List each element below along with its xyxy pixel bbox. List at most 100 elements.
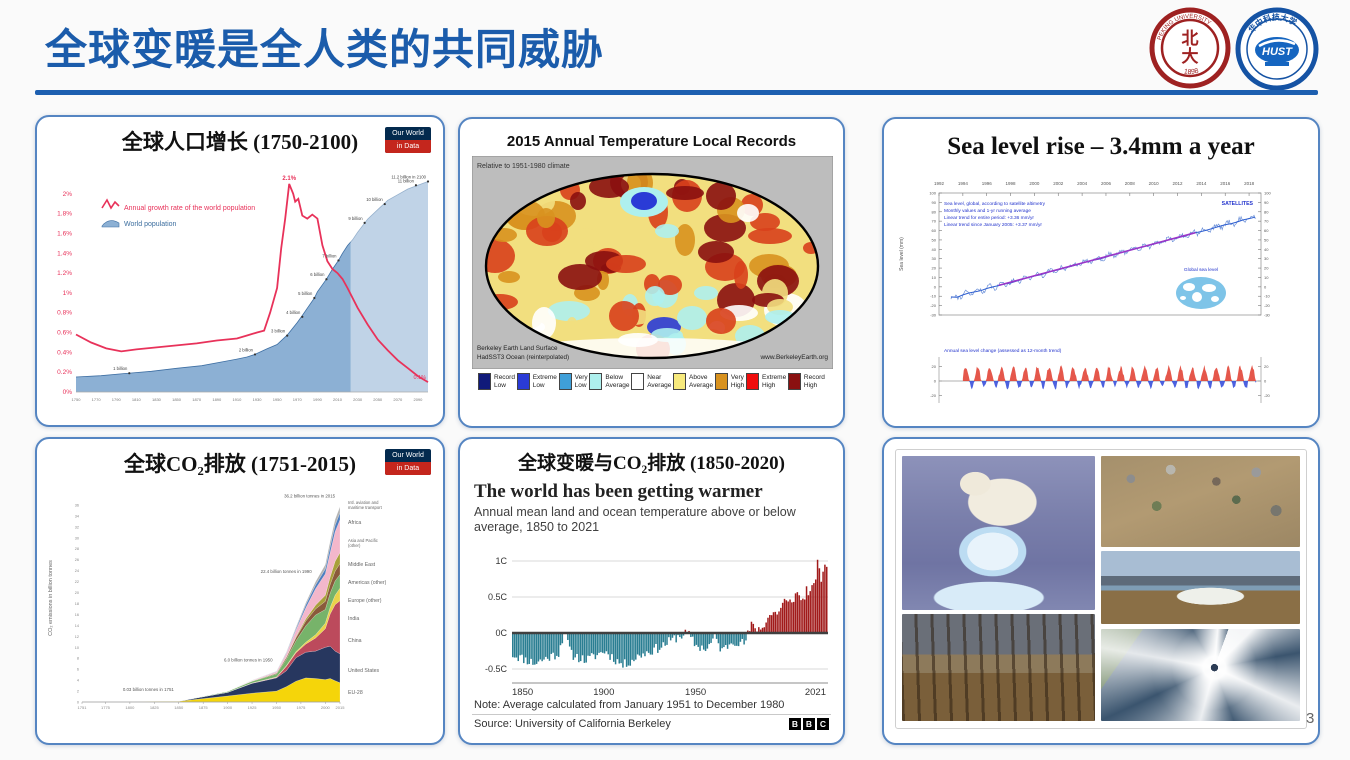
svg-text:0.1%: 0.1% — [413, 375, 426, 381]
svg-text:2015: 2015 — [336, 705, 346, 710]
svg-text:30: 30 — [1264, 256, 1269, 261]
polar-bear-photo — [902, 455, 1095, 610]
svg-text:20: 20 — [1264, 266, 1269, 271]
svg-text:0.2%: 0.2% — [57, 369, 72, 376]
svg-text:2002: 2002 — [1053, 181, 1064, 186]
svg-text:1890: 1890 — [212, 397, 222, 402]
legend-label: Record High — [803, 374, 825, 389]
svg-text:EU-28: EU-28 — [348, 690, 363, 696]
temperature-records-card: 2015 Annual Temperature Local Records Re… — [458, 117, 845, 428]
svg-text:0: 0 — [77, 701, 79, 705]
owid-line2: in Data — [385, 462, 431, 475]
svg-text:2010: 2010 — [1149, 181, 1160, 186]
svg-text:www.BerkeleyEarth.org: www.BerkeleyEarth.org — [759, 354, 828, 361]
legend-swatch — [478, 373, 491, 390]
svg-text:HUST: HUST — [1262, 46, 1293, 58]
svg-text:-10: -10 — [1264, 294, 1271, 299]
svg-text:1875: 1875 — [199, 705, 209, 710]
svg-text:北: 北 — [1182, 29, 1199, 48]
svg-text:2018: 2018 — [1244, 181, 1255, 186]
svg-text:1992: 1992 — [934, 181, 945, 186]
climate-impacts-card — [882, 437, 1320, 745]
legend-swatch — [589, 373, 603, 390]
svg-text:6 billion: 6 billion — [310, 272, 325, 277]
svg-text:26: 26 — [75, 558, 79, 562]
svg-text:70: 70 — [932, 219, 937, 224]
svg-text:18: 18 — [75, 602, 79, 606]
svg-text:4 billion: 4 billion — [286, 310, 301, 315]
svg-text:2008: 2008 — [1125, 181, 1136, 186]
svg-text:2010: 2010 — [333, 397, 343, 402]
peking-university-logo: PEKING UNIVERSITY 1898 北 大 — [1148, 6, 1232, 95]
svg-text:1970: 1970 — [293, 397, 303, 402]
legend-swatch — [516, 373, 530, 390]
legend-label: Extreme High — [761, 374, 787, 389]
legend-label: Very Low — [574, 374, 588, 389]
svg-text:0.6%: 0.6% — [57, 330, 72, 337]
svg-text:1994: 1994 — [958, 181, 969, 186]
legend-swatch — [714, 373, 728, 390]
svg-text:20: 20 — [932, 364, 937, 369]
svg-text:1850: 1850 — [512, 687, 533, 697]
warming-heading: The world has been getting warmer — [474, 481, 763, 502]
svg-text:-30: -30 — [1264, 313, 1271, 318]
svg-text:1751: 1751 — [78, 705, 88, 710]
svg-text:6: 6 — [77, 668, 79, 672]
svg-text:Berkeley Earth Land Surface: Berkeley Earth Land Surface — [477, 345, 558, 352]
svg-text:1830: 1830 — [152, 397, 162, 402]
svg-text:1950: 1950 — [273, 397, 283, 402]
legend-label: Very High — [730, 374, 745, 389]
svg-text:Annual growth rate of the worl: Annual growth rate of the world populati… — [124, 205, 255, 212]
svg-text:-20: -20 — [1264, 393, 1271, 398]
legend-label: Above Average — [689, 374, 714, 389]
svg-text:100: 100 — [1264, 191, 1271, 196]
svg-text:1750: 1750 — [72, 397, 82, 402]
svg-text:20: 20 — [75, 591, 79, 595]
svg-text:2 billion: 2 billion — [239, 347, 254, 352]
svg-text:11.2 billion in 2100: 11.2 billion in 2100 — [391, 175, 426, 180]
svg-text:14: 14 — [75, 624, 79, 628]
map-legend-item: Record Low — [478, 373, 515, 390]
svg-text:12: 12 — [75, 635, 79, 639]
svg-text:-20: -20 — [930, 393, 937, 398]
owid-logo: Our World in Data — [385, 449, 431, 475]
svg-text:1990: 1990 — [313, 397, 323, 402]
map-legend: Record Low Extreme Low Very Low Below Average Ne… — [472, 369, 831, 390]
svg-text:SATELLITES: SATELLITES — [1222, 201, 1254, 207]
svg-text:0C: 0C — [495, 628, 507, 638]
svg-text:100: 100 — [929, 191, 936, 196]
svg-text:36: 36 — [75, 503, 79, 507]
svg-text:Monthly values and 1-yr runnin: Monthly values and 1-yr running average — [944, 208, 1031, 214]
title-divider — [35, 90, 1318, 95]
svg-text:60: 60 — [1264, 228, 1269, 233]
svg-text:Asia and Pacific: Asia and Pacific — [348, 538, 378, 543]
svg-text:1910: 1910 — [232, 397, 242, 402]
svg-text:90: 90 — [1264, 200, 1269, 205]
svg-text:Intl. aviation and: Intl. aviation and — [348, 500, 379, 505]
tundra-melt-photo — [1101, 551, 1300, 624]
warming-chart: 1C 0.5C 0C -0.5C 1850 1900 1950 2021 — [460, 537, 843, 697]
svg-text:10 billion: 10 billion — [366, 197, 383, 202]
svg-text:2%: 2% — [63, 191, 73, 198]
svg-text:1950: 1950 — [272, 705, 282, 710]
svg-text:0%: 0% — [63, 389, 73, 396]
svg-text:0.4%: 0.4% — [57, 349, 72, 356]
svg-text:16: 16 — [75, 613, 79, 617]
svg-text:10: 10 — [1264, 275, 1269, 280]
svg-text:2000: 2000 — [1029, 181, 1040, 186]
svg-text:2070: 2070 — [393, 397, 403, 402]
legend-label: Near Average — [647, 374, 672, 389]
legend-label: Record Low — [494, 374, 515, 389]
svg-text:Sea level (mm): Sea level (mm) — [899, 237, 905, 271]
svg-text:2000: 2000 — [321, 705, 331, 710]
population-chart-title: 全球人口增长 (1750-2100) — [121, 130, 359, 154]
svg-text:United States: United States — [348, 668, 380, 674]
svg-text:90: 90 — [932, 200, 937, 205]
warming-subtitle: Annual mean land and ocean temperature a… — [474, 505, 796, 534]
svg-text:3 billion: 3 billion — [271, 329, 286, 334]
svg-text:2030: 2030 — [353, 397, 363, 402]
svg-text:80: 80 — [932, 209, 937, 214]
svg-text:1950: 1950 — [685, 687, 706, 697]
map-legend-item: Above Average — [673, 373, 713, 390]
svg-text:80: 80 — [1264, 209, 1269, 214]
